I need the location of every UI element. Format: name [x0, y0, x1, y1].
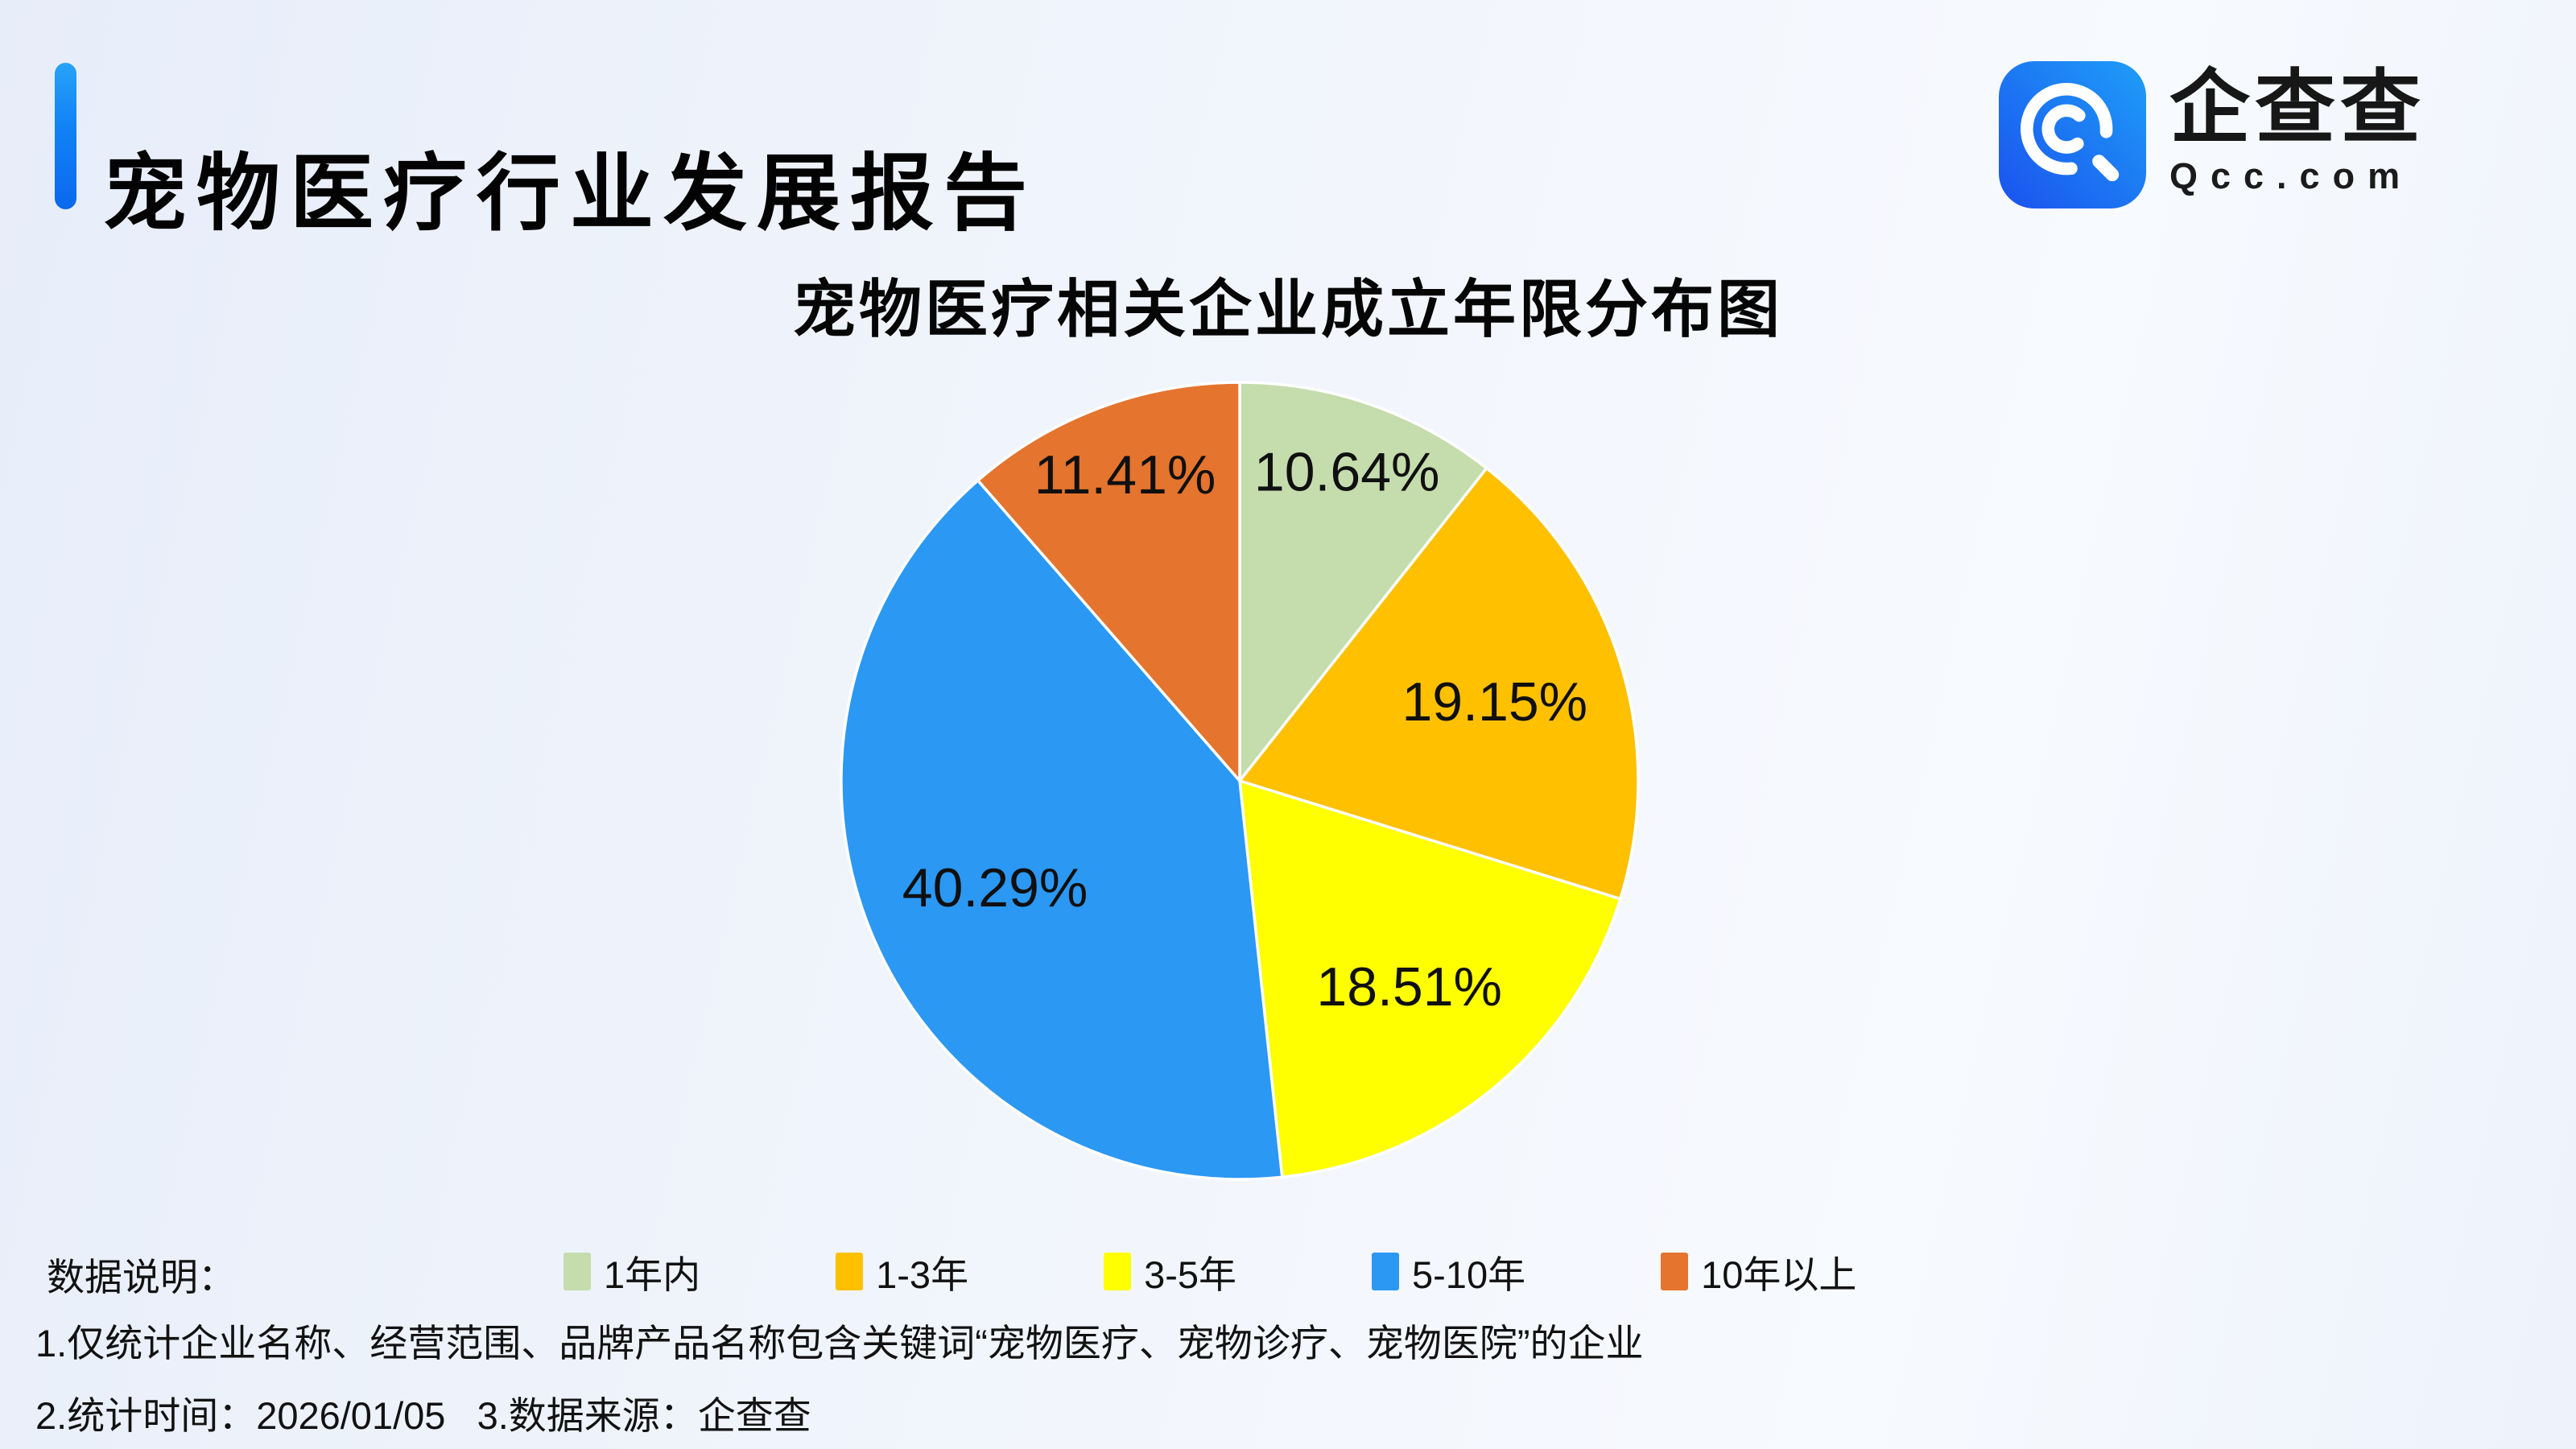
footnote-2: 2.统计时间：2026/01/05 3.数据来源：企查查	[35, 1394, 811, 1437]
legend-label: 10年以上	[1701, 1253, 1857, 1296]
legend-swatch	[1104, 1253, 1132, 1290]
legend-item-1-3年[interactable]: 1-3年	[836, 1244, 968, 1299]
pie-slice-5-10年[interactable]	[840, 479, 1284, 1181]
legend-item-10年以上[interactable]: 10年以上	[1661, 1244, 1856, 1299]
qcc-logo: 企查查 Qcc.com	[1999, 60, 2450, 213]
legend-swatch	[836, 1253, 864, 1290]
qcc-brand-name: 企查查	[2169, 63, 2425, 153]
pie-chart: 10.64% 19.15% 18.51% 40.29% 11.41%	[840, 381, 1640, 1181]
legend-label: 3-5年	[1144, 1253, 1237, 1296]
pie-slice-10年以上[interactable]	[976, 381, 1241, 782]
qcc-domain: Qcc.com	[2169, 155, 2413, 196]
pie-slice-value-label: 18.51%	[1316, 956, 1502, 1018]
legend-label: 5-10年	[1412, 1253, 1526, 1296]
chart-title: 宠物医疗相关企业成立年限分布图	[792, 274, 1783, 345]
legend-item-5-10年[interactable]: 5-10年	[1372, 1244, 1525, 1299]
pie-slice-value-label: 40.29%	[902, 857, 1088, 919]
qcc-magnifier-icon	[1999, 61, 2146, 208]
legend-item-1年内[interactable]: 1年内	[564, 1244, 700, 1299]
legend-label: 1-3年	[876, 1253, 969, 1296]
pie-slice-value-label: 10.64%	[1254, 442, 1440, 503]
legend-label: 1年内	[604, 1253, 701, 1296]
pie-slice-value-label: 11.41%	[1034, 444, 1216, 506]
title-accent-bar	[55, 63, 76, 209]
pie-slice-value-label: 19.15%	[1402, 671, 1587, 733]
pie-slice-3-5年[interactable]	[1238, 779, 1622, 1179]
legend-item-3-5年[interactable]: 3-5年	[1104, 1244, 1236, 1299]
data-notes-label: 数据说明：	[47, 1256, 236, 1298]
legend: 1年内 1-3年 3-5年 5-10年 10年以上	[564, 1244, 1856, 1299]
report-title: 宠物医疗行业发展报告	[103, 147, 1038, 241]
legend-swatch	[1372, 1253, 1400, 1290]
pie-slice-1-3年[interactable]	[1238, 466, 1640, 901]
legend-swatch	[1661, 1253, 1689, 1290]
footnote-1: 1.仅统计企业名称、经营范围、品牌产品名称包含关键词“宠物医疗、宠物诊疗、宠物医…	[35, 1322, 1644, 1364]
legend-swatch	[564, 1253, 591, 1290]
qcc-logo-text: 企查查 Qcc.com	[2169, 60, 2425, 197]
pie-slice-1年内[interactable]	[1238, 381, 1488, 782]
